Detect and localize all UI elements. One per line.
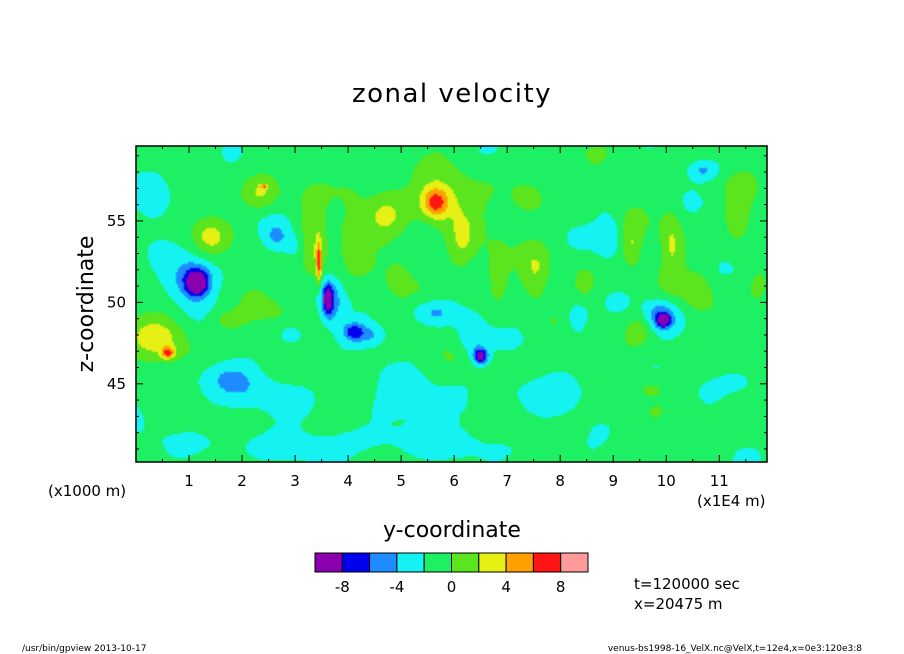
plot-area <box>135 145 768 463</box>
colorbar-cell <box>478 552 507 573</box>
y-tick-label: 50 <box>107 293 126 311</box>
plot-frame <box>135 145 768 463</box>
time-label: t=120000 sec <box>634 575 740 593</box>
colorbar-cell <box>341 552 371 573</box>
x-tick-label: 5 <box>396 472 406 490</box>
y-axis: 45 50 55 <box>107 155 767 450</box>
x-tick-label: 6 <box>449 472 459 490</box>
footer-right: venus-bs1998-16_VelX.nc@VelX,t=12e4,x=0e… <box>608 644 862 654</box>
colorbar-cell <box>505 552 534 573</box>
footer-left: /usr/bin/gpview 2013-10-17 <box>22 644 146 654</box>
colorbar: -8 -4 0 4 8 <box>314 552 589 596</box>
x-position-label: x=20475 m <box>634 595 723 613</box>
colorbar-tick-label: 8 <box>556 578 566 596</box>
x-axis-label: y-coordinate <box>383 518 521 543</box>
y-tick-label: 55 <box>107 212 126 230</box>
y-tick-label: 45 <box>107 375 126 393</box>
x-tick-label: 11 <box>710 472 729 490</box>
x-units-label: (x1000 m) <box>48 482 126 500</box>
colorbar-cell <box>314 552 343 573</box>
colorbar-cell <box>451 552 480 573</box>
colorbar-tick-label: 0 <box>447 578 457 596</box>
x-tick-label: 1 <box>184 472 194 490</box>
x-tick-label: 3 <box>290 472 300 490</box>
x-units-label-right: (x1E4 m) <box>697 492 766 510</box>
x-tick-label: 7 <box>502 472 512 490</box>
x-tick-label: 8 <box>555 472 565 490</box>
colorbar-cell <box>532 552 562 573</box>
x-tick-label: 10 <box>657 472 676 490</box>
contour-field <box>136 146 767 462</box>
colorbar-cell <box>560 552 589 573</box>
colorbar-tick-label: -4 <box>389 578 404 596</box>
colorbar-cell <box>369 552 398 573</box>
y-axis-label: z-coordinate <box>74 236 99 373</box>
x-tick-label: 4 <box>343 472 353 490</box>
x-tick-label: 2 <box>237 472 247 490</box>
colorbar-cell <box>396 552 425 573</box>
x-axis: 1 2 3 4 5 6 7 8 9 10 11 <box>162 146 747 490</box>
colorbar-tick-label: -8 <box>335 578 350 596</box>
x-tick-label: 9 <box>608 472 618 490</box>
chart-title: zonal velocity <box>352 79 552 109</box>
colorbar-tick-label: 4 <box>501 578 511 596</box>
colorbar-cell <box>423 552 453 573</box>
